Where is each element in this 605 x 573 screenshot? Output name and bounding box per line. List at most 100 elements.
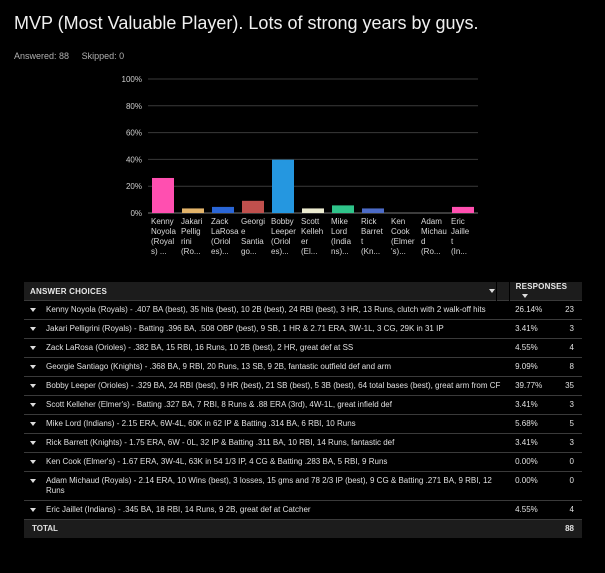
expand-row-toggle[interactable] <box>24 376 42 396</box>
chevron-down-icon <box>30 384 36 388</box>
bar[interactable] <box>242 200 264 213</box>
page-title: MVP (Most Valuable Player). Lots of stro… <box>14 13 479 33</box>
response-percent: 4.55% <box>509 500 562 520</box>
answer-choice-label: Mike Lord (Indians) - 2.15 ERA, 6W-4L, 6… <box>42 414 510 434</box>
chevron-down-icon <box>30 308 36 312</box>
chevron-down-icon <box>30 327 36 331</box>
table-row[interactable]: Georgie Santiago (Knights) - .368 BA, 9 … <box>24 357 582 377</box>
answer-choices-table: ANSWER CHOICES RESPONSES Kenny Noyola (R… <box>24 282 582 538</box>
answer-choice-label: Eric Jaillet (Indians) - .345 BA, 18 RBI… <box>42 500 510 520</box>
response-percent: 26.14% <box>509 300 562 320</box>
response-percent: 5.68% <box>509 414 562 434</box>
expand-row-toggle[interactable] <box>24 414 42 434</box>
chevron-down-icon <box>30 422 36 426</box>
chevron-down-icon <box>30 460 36 464</box>
bar[interactable] <box>332 205 354 213</box>
response-count: 3 <box>561 395 582 415</box>
total-row: TOTAL 88 <box>24 519 582 538</box>
table-row[interactable]: Rick Barrett (Knights) - 1.75 ERA, 6W - … <box>24 433 582 453</box>
total-label: TOTAL <box>24 519 510 538</box>
bar[interactable] <box>302 208 324 213</box>
table-row[interactable]: Scott Kelleher (Elmer's) - Batting .327 … <box>24 395 582 415</box>
response-percent: 4.55% <box>509 338 562 358</box>
x-tick-label: Zack LaRosa (Oriol es)... <box>211 217 239 256</box>
expand-row-toggle[interactable] <box>24 300 42 320</box>
chevron-down-icon <box>30 346 36 350</box>
table-row[interactable]: Eric Jaillet (Indians) - .345 BA, 18 RBI… <box>24 500 582 520</box>
answer-choice-label: Georgie Santiago (Knights) - .368 BA, 9 … <box>42 357 510 377</box>
expand-row-toggle[interactable] <box>24 395 42 415</box>
answer-choice-label: Jakari Pelligrini (Royals) - Batting .39… <box>42 319 510 339</box>
x-tick-label: Scott Kelleh er (El... <box>301 217 323 256</box>
response-count: 8 <box>561 357 582 377</box>
x-tick-label: Mike Lord (India ns)... <box>331 217 352 256</box>
sort-caret-icon <box>488 289 495 294</box>
response-percent: 0.00% <box>509 452 562 472</box>
answer-choice-label: Rick Barrett (Knights) - 1.75 ERA, 6W - … <box>42 433 510 453</box>
response-count: 4 <box>561 500 582 520</box>
response-count: 3 <box>561 433 582 453</box>
response-count: 5 <box>561 414 582 434</box>
x-tick-label: Georgi e Santia go... <box>241 217 265 256</box>
table-row[interactable]: Zack LaRosa (Orioles) - .382 BA, 15 RBI,… <box>24 338 582 358</box>
table-row[interactable]: Adam Michaud (Royals) - 2.14 ERA, 10 Win… <box>24 471 582 501</box>
chevron-down-icon <box>30 403 36 407</box>
expand-row-toggle[interactable] <box>24 357 42 377</box>
x-tick-label: Eric Jaille t (In... <box>451 217 470 256</box>
answer-choices-header[interactable]: ANSWER CHOICES <box>24 282 497 301</box>
header-sort-choices[interactable] <box>488 282 510 301</box>
response-count: 3 <box>561 319 582 339</box>
expand-row-toggle[interactable] <box>24 338 42 358</box>
y-tick-label: 40% <box>126 155 142 164</box>
bar[interactable] <box>212 206 234 213</box>
x-tick-label: Bobby Leeper (Oriol es)... <box>271 217 296 256</box>
responses-header-label: RESPONSES <box>515 282 568 291</box>
answered-count: Answered: 88 <box>14 51 70 61</box>
expand-row-toggle[interactable] <box>24 319 42 339</box>
response-count: 0 <box>561 452 582 472</box>
expand-row-toggle[interactable] <box>24 433 42 453</box>
bar[interactable] <box>362 208 384 213</box>
chevron-down-icon <box>30 508 36 512</box>
skipped-count: Skipped: 0 <box>81 51 125 61</box>
table-row[interactable]: Mike Lord (Indians) - 2.15 ERA, 6W-4L, 6… <box>24 414 582 434</box>
sort-caret-icon <box>521 293 528 298</box>
responses-header[interactable]: RESPONSES <box>508 282 582 301</box>
y-tick-label: 100% <box>122 75 142 84</box>
y-tick-label: 0% <box>130 209 142 218</box>
response-stats: Answered: 88 Skipped: 0 <box>14 51 134 61</box>
response-percent: 3.41% <box>509 395 562 415</box>
y-tick-label: 60% <box>126 129 142 138</box>
response-percent: 3.41% <box>509 319 562 339</box>
expand-row-toggle[interactable] <box>24 500 42 520</box>
response-count: 4 <box>561 338 582 358</box>
bar[interactable] <box>452 206 474 213</box>
table-row[interactable]: Bobby Leeper (Orioles) - .329 BA, 24 RBI… <box>24 376 582 396</box>
table-row[interactable]: Ken Cook (Elmer's) - 1.67 ERA, 3W-4L, 63… <box>24 452 582 472</box>
table-row[interactable]: Jakari Pelligrini (Royals) - Batting .39… <box>24 319 582 339</box>
bar[interactable] <box>152 177 174 213</box>
answer-choices-header-label: ANSWER CHOICES <box>30 286 108 296</box>
total-count: 88 <box>561 519 582 538</box>
answer-choice-label: Adam Michaud (Royals) - 2.14 ERA, 10 Win… <box>42 471 510 501</box>
expand-row-toggle[interactable] <box>24 471 42 501</box>
chevron-down-icon <box>30 365 36 369</box>
answer-choice-label: Bobby Leeper (Orioles) - .329 BA, 24 RBI… <box>42 376 510 396</box>
y-tick-label: 20% <box>126 182 142 191</box>
response-percent: 39.77% <box>509 376 562 396</box>
response-count: 0 <box>561 471 582 501</box>
chevron-down-icon <box>30 479 36 483</box>
x-tick-label: Kenny Noyola (Royal s) ... <box>151 217 176 256</box>
response-percent: 9.09% <box>509 357 562 377</box>
table-row[interactable]: Kenny Noyola (Royals) - .407 BA (best), … <box>24 300 582 320</box>
x-tick-label: Jakari Pellig rini (Ro... <box>181 217 203 256</box>
bar[interactable] <box>272 159 294 213</box>
answer-choice-label: Scott Kelleher (Elmer's) - Batting .327 … <box>42 395 510 415</box>
bar[interactable] <box>182 208 204 213</box>
response-bar-chart: 0% 20% 40% 60% 80% 100% Kenny Noyola (Royal s) ..… <box>122 75 478 256</box>
answer-choice-label: Ken Cook (Elmer's) - 1.67 ERA, 3W-4L, 63… <box>42 452 510 472</box>
x-tick-label: Ken Cook (Elmer's)... <box>391 217 415 256</box>
chevron-down-icon <box>30 441 36 445</box>
expand-row-toggle[interactable] <box>24 452 42 472</box>
x-tick-label: Rick Barret t (Kn... <box>361 217 384 256</box>
